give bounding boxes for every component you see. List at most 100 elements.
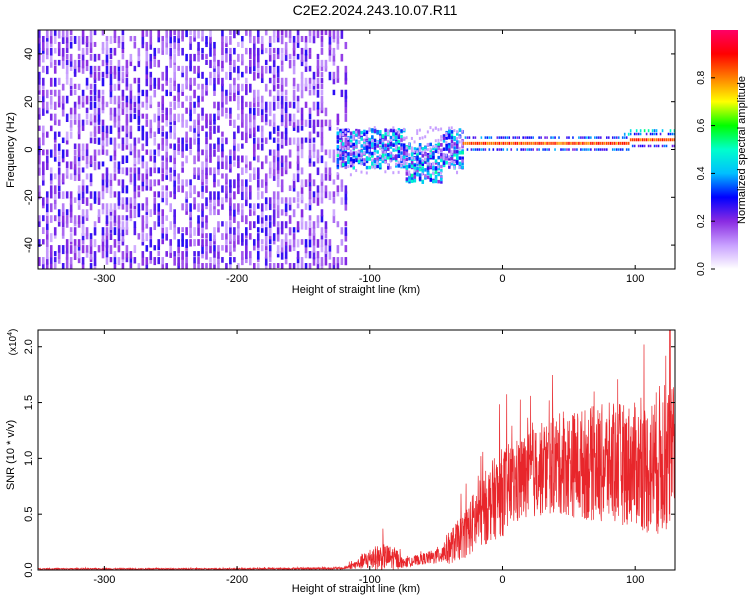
- spectrogram-cell: [85, 47, 89, 55]
- spectrogram-cell: [316, 77, 320, 84]
- spectrogram-cell: [201, 209, 204, 217]
- spectrogram-cell: [161, 131, 165, 137]
- spectrogram-cell: [292, 179, 296, 189]
- spectrogram-cell: [105, 35, 109, 42]
- spectrogram-cell: [145, 137, 149, 147]
- spectrogram-cell: [245, 167, 248, 174]
- spectrogram-cell: [249, 53, 252, 60]
- spectrogram-cell: [349, 152, 353, 157]
- spectrogram-cell: [600, 148, 602, 151]
- spectrogram-cell: [562, 141, 564, 145]
- spectrogram-cell: [217, 245, 220, 252]
- spectrogram-cell: [53, 47, 57, 54]
- spectrogram-cell: [284, 197, 288, 203]
- spectrogram-cell: [57, 185, 61, 191]
- spectrogram-cell: [137, 137, 141, 144]
- spectrogram-cell: [177, 245, 180, 253]
- spectrogram-cell: [665, 144, 668, 148]
- spectrogram-cell: [389, 159, 392, 163]
- spectrogram-cell: [121, 215, 125, 221]
- spectrogram-cell: [408, 178, 411, 182]
- spectrogram-cell: [268, 233, 272, 240]
- spectrogram-cell: [57, 173, 61, 181]
- spectrogram-cell: [225, 155, 228, 162]
- spectrogram-cell: [574, 141, 576, 145]
- spectrogram-cell: [229, 167, 232, 173]
- spectrogram-cell: [272, 77, 276, 86]
- spectrogram-cell: [381, 159, 385, 164]
- spectrogram-cell: [621, 136, 624, 139]
- spectrogram-cell: [129, 107, 133, 114]
- spectrogram-cell: [61, 233, 65, 239]
- spectrogram-cell: [486, 141, 489, 145]
- spectrogram-cell: [85, 245, 89, 253]
- spectrogram-cell: [101, 239, 105, 247]
- spectrogram-cell: [387, 152, 390, 157]
- spectrogram-cell: [161, 41, 165, 51]
- spectrogram-cell: [284, 41, 288, 50]
- spectrogram-cell: [141, 113, 145, 119]
- spectrogram-cell: [264, 173, 268, 183]
- spectrogram-cell: [137, 101, 141, 110]
- spectrogram-cell: [528, 148, 530, 151]
- spectrogram-cell: [288, 161, 292, 169]
- spectrogram-cell: [442, 161, 446, 165]
- spectrogram-cell: [341, 144, 345, 149]
- spectrogram-cell: [173, 221, 176, 228]
- spectrogram-cell: [320, 41, 324, 48]
- spectrogram-cell: [653, 144, 656, 148]
- spectrogram-cell: [181, 161, 184, 167]
- spectrogram-cell: [245, 30, 248, 36]
- spectrogram-cell: [213, 251, 216, 258]
- y-tick-label: 0.0: [23, 562, 35, 577]
- spectrogram-cell: [413, 164, 417, 168]
- spectrogram-cell: [458, 128, 462, 132]
- spectrogram-cell: [456, 150, 459, 154]
- spectrogram-cell: [530, 148, 532, 151]
- spectrogram-cell: [450, 149, 453, 153]
- spectrogram-cell: [304, 179, 308, 187]
- spectrogram-cell: [424, 168, 427, 172]
- spectrogram-cell: [213, 59, 216, 69]
- spectrogram-cell: [113, 137, 117, 146]
- spectrogram-cell: [241, 101, 244, 110]
- spectrogram-cell: [461, 165, 464, 169]
- spectrogram-cell: [512, 136, 515, 139]
- spectrogram-cell: [237, 155, 240, 162]
- spectrogram-cell: [237, 185, 240, 195]
- spectrogram-cell: [300, 263, 304, 269]
- spectrogram-cell: [312, 101, 316, 111]
- spectrogram-cell: [316, 59, 320, 69]
- spectrogram-cell: [189, 179, 192, 186]
- spectrogram-cell: [389, 151, 392, 155]
- spectrogram-cell: [308, 30, 312, 37]
- spectrogram-cell: [472, 148, 475, 151]
- spectrogram-cell: [177, 30, 180, 39]
- spectrogram-cell: [437, 138, 440, 142]
- spectrogram-cell: [631, 144, 634, 148]
- spectrogram-cell: [205, 173, 208, 180]
- spectrogram-cell: [518, 136, 521, 139]
- spectrogram-cell: [169, 77, 172, 84]
- spectrogram-cell: [355, 154, 358, 159]
- spectrogram-cell: [304, 221, 308, 230]
- spectrogram-cell: [344, 185, 348, 194]
- spectrogram-cell: [397, 131, 400, 135]
- spectrogram-cell: [65, 257, 69, 264]
- spectrogram-cell: [598, 148, 600, 151]
- spectrogram-cell: [324, 173, 328, 181]
- spectrogram-cell: [117, 245, 121, 253]
- spectrogram-cell: [264, 227, 268, 237]
- spectrogram-cell: [264, 185, 268, 194]
- spectrogram-cell: [288, 59, 292, 69]
- spectrogram-cell: [101, 125, 105, 132]
- spectrogram-cell: [245, 119, 248, 126]
- spectrogram-cell: [260, 101, 264, 110]
- spectrogram-cell: [49, 95, 53, 105]
- spectrogram-cell: [316, 131, 320, 138]
- spectrogram-cell: [113, 83, 117, 91]
- spectrogram-cell: [336, 30, 340, 39]
- y-tick-label: 2.0: [23, 339, 35, 354]
- spectrogram-cell: [308, 143, 312, 150]
- spectrogram-cell: [292, 137, 296, 145]
